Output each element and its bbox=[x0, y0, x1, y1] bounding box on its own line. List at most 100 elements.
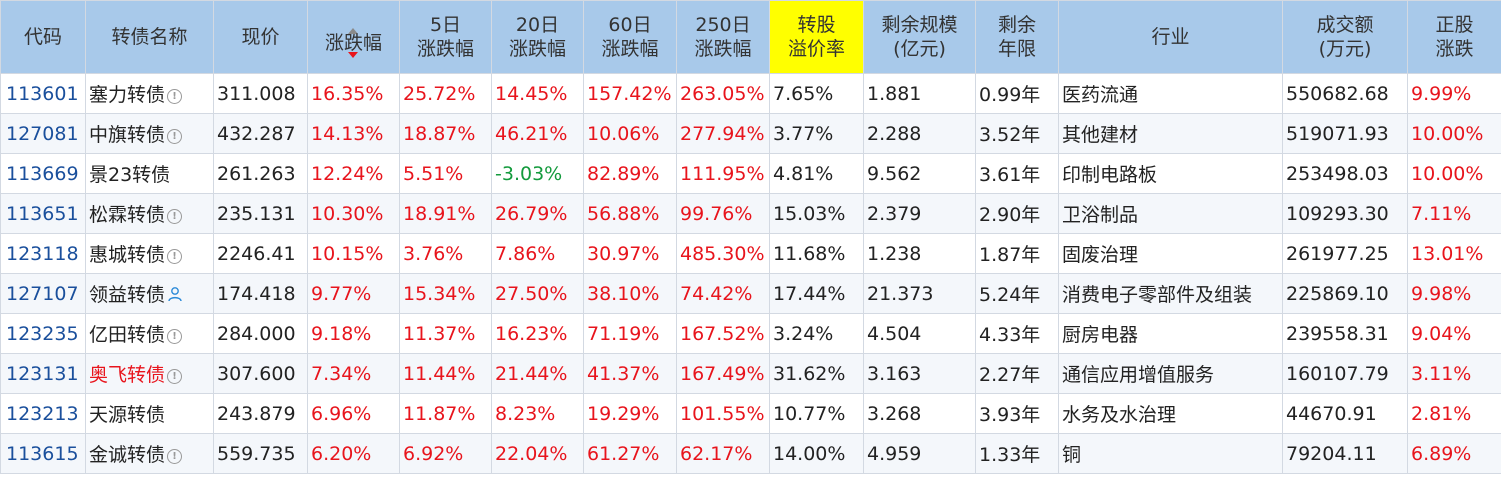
chg5-value: 5.51% bbox=[403, 162, 464, 185]
scale-value: 4.504 bbox=[867, 322, 922, 345]
code-value[interactable]: 123131 bbox=[6, 362, 79, 385]
column-header-price[interactable]: 现价 bbox=[213, 0, 308, 74]
cell-code[interactable]: 123213 bbox=[0, 393, 86, 434]
info-icon[interactable]: ! bbox=[167, 89, 183, 104]
code-value[interactable]: 123213 bbox=[6, 402, 79, 425]
cell-name[interactable]: 中旗转债! bbox=[85, 113, 214, 154]
column-header-chg60[interactable]: 60日 涨跌幅 bbox=[583, 0, 677, 74]
column-header-turnover[interactable]: 成交额 (万元) bbox=[1282, 0, 1408, 74]
cell-turnover: 109293.30 bbox=[1282, 193, 1408, 234]
name-value[interactable]: 金诚转债 bbox=[89, 444, 166, 466]
industry-value: 印制电路板 bbox=[1062, 164, 1158, 186]
column-header-premium[interactable]: 转股 溢价率 bbox=[769, 0, 864, 74]
cell-name[interactable]: 奥飞转债! bbox=[85, 353, 214, 394]
chg5-value: 11.87% bbox=[403, 402, 476, 425]
chg250-value: 277.94% bbox=[680, 122, 765, 145]
chg60-value: 71.19% bbox=[587, 322, 660, 345]
chg20-value: 26.79% bbox=[495, 202, 568, 225]
code-value[interactable]: 113651 bbox=[6, 202, 79, 225]
chg20-value: 46.21% bbox=[495, 122, 568, 145]
name-value[interactable]: 亿田转债 bbox=[89, 324, 166, 346]
table-row[interactable]: 123213 天源转债 243.879 6.96% 11.87% 8.23% 19.29% 1… bbox=[0, 393, 1501, 434]
column-header-years[interactable]: 剩余 年限 bbox=[975, 0, 1059, 74]
column-header-name[interactable]: 转债名称 bbox=[85, 0, 214, 74]
column-header-chg250[interactable]: 250日 涨跌幅 bbox=[676, 0, 770, 74]
cell-code[interactable]: 127081 bbox=[0, 113, 86, 154]
info-icon[interactable]: ! bbox=[167, 329, 183, 344]
cell-stockchg: 13.01% bbox=[1407, 233, 1501, 274]
cell-industry: 消费电子零部件及组装 bbox=[1058, 273, 1283, 314]
column-header-scale[interactable]: 剩余规模 (亿元) bbox=[863, 0, 976, 74]
code-value[interactable]: 123235 bbox=[6, 322, 79, 345]
table-row[interactable]: 123131 奥飞转债! 307.600 7.34% 11.44% 21.44% 41.37… bbox=[0, 353, 1501, 394]
chg20-value: 8.23% bbox=[495, 402, 556, 425]
cell-name[interactable]: 天源转债 bbox=[85, 393, 214, 434]
cell-code[interactable]: 123118 bbox=[0, 233, 86, 274]
cell-code[interactable]: 113651 bbox=[0, 193, 86, 234]
name-value[interactable]: 松霖转债 bbox=[89, 204, 166, 226]
name-value[interactable]: 中旗转债 bbox=[89, 124, 166, 146]
cell-name[interactable]: 松霖转债! bbox=[85, 193, 214, 234]
cell-name[interactable]: 亿田转债! bbox=[85, 313, 214, 354]
info-icon[interactable]: ! bbox=[167, 209, 183, 224]
cell-name[interactable]: 塞力转债! bbox=[85, 73, 214, 114]
cell-name[interactable]: 惠城转债! bbox=[85, 233, 214, 274]
code-value[interactable]: 113615 bbox=[6, 442, 79, 465]
cell-industry: 其他建材 bbox=[1058, 113, 1283, 154]
premium-value: 31.62% bbox=[773, 362, 846, 385]
code-value[interactable]: 113669 bbox=[6, 162, 79, 185]
table-row[interactable]: 127107 领益转债 174.418 9.77% 15.34% 27.50% 38.10%… bbox=[0, 273, 1501, 314]
column-header-chg20[interactable]: 20日 涨跌幅 bbox=[491, 0, 584, 74]
code-value[interactable]: 113601 bbox=[6, 82, 79, 105]
chg250-value: 99.76% bbox=[680, 202, 753, 225]
cell-stockchg: 9.98% bbox=[1407, 273, 1501, 314]
column-header-stockchg[interactable]: 正股 涨跌 bbox=[1407, 0, 1501, 74]
code-value[interactable]: 127081 bbox=[6, 122, 79, 145]
cell-code[interactable]: 127107 bbox=[0, 273, 86, 314]
cell-code[interactable]: 123235 bbox=[0, 313, 86, 354]
code-value[interactable]: 127107 bbox=[6, 282, 79, 305]
column-header-chg[interactable]: 涨跌幅 bbox=[307, 0, 400, 74]
cell-years: 3.61年 bbox=[975, 153, 1059, 194]
table-row[interactable]: 123235 亿田转债! 284.000 9.18% 11.37% 16.23% 71.19… bbox=[0, 313, 1501, 354]
cell-chg20: 22.04% bbox=[491, 433, 584, 474]
table-row[interactable]: 113601 塞力转债! 311.008 16.35% 25.72% 14.45% 157.… bbox=[0, 73, 1501, 114]
info-icon[interactable]: ! bbox=[167, 129, 183, 144]
code-value[interactable]: 123118 bbox=[6, 242, 79, 265]
table-row[interactable]: 123118 惠城转债! 2246.41 10.15% 3.76% 7.86% 30.97%… bbox=[0, 233, 1501, 274]
cell-code[interactable]: 113601 bbox=[0, 73, 86, 114]
user-icon[interactable] bbox=[167, 285, 183, 307]
table-row[interactable]: 113669 景23转债 261.263 12.24% 5.51% -3.03% 82.89… bbox=[0, 153, 1501, 194]
info-icon[interactable]: ! bbox=[167, 449, 183, 464]
column-header-industry[interactable]: 行业 bbox=[1058, 0, 1283, 74]
name-value[interactable]: 奥飞转债 bbox=[89, 364, 166, 386]
cell-industry: 固废治理 bbox=[1058, 233, 1283, 274]
cell-chg5: 11.44% bbox=[399, 353, 492, 394]
column-header-code[interactable]: 代码 bbox=[0, 0, 86, 74]
table-row[interactable]: 113615 金诚转债! 559.735 6.20% 6.92% 22.04% 61.27%… bbox=[0, 433, 1501, 474]
name-value[interactable]: 领益转债 bbox=[89, 284, 166, 306]
chg-value: 10.15% bbox=[311, 242, 384, 265]
cell-name[interactable]: 景23转债 bbox=[85, 153, 214, 194]
column-header-chg5[interactable]: 5日 涨跌幅 bbox=[399, 0, 492, 74]
chg20-value: 27.50% bbox=[495, 282, 568, 305]
cell-scale: 4.504 bbox=[863, 313, 976, 354]
cell-code[interactable]: 113615 bbox=[0, 433, 86, 474]
chg250-value: 485.30% bbox=[680, 242, 765, 265]
chg5-value: 18.91% bbox=[403, 202, 476, 225]
cell-turnover: 239558.31 bbox=[1282, 313, 1408, 354]
cell-name[interactable]: 金诚转债! bbox=[85, 433, 214, 474]
name-value[interactable]: 塞力转债 bbox=[89, 84, 166, 106]
name-value[interactable]: 景23转债 bbox=[89, 164, 171, 186]
info-icon[interactable]: ! bbox=[167, 369, 183, 384]
cell-name[interactable]: 领益转债 bbox=[85, 273, 214, 314]
table-row[interactable]: 113651 松霖转债! 235.131 10.30% 18.91% 26.79% 56.8… bbox=[0, 193, 1501, 234]
info-icon[interactable]: ! bbox=[167, 249, 183, 264]
name-value[interactable]: 惠城转债 bbox=[89, 244, 166, 266]
cell-code[interactable]: 123131 bbox=[0, 353, 86, 394]
name-value[interactable]: 天源转债 bbox=[89, 404, 166, 426]
chg60-value: 56.88% bbox=[587, 202, 660, 225]
table-row[interactable]: 127081 中旗转债! 432.287 14.13% 18.87% 46.21% 10.0… bbox=[0, 113, 1501, 154]
column-header-label: 20日 涨跌幅 bbox=[508, 14, 566, 60]
cell-code[interactable]: 113669 bbox=[0, 153, 86, 194]
